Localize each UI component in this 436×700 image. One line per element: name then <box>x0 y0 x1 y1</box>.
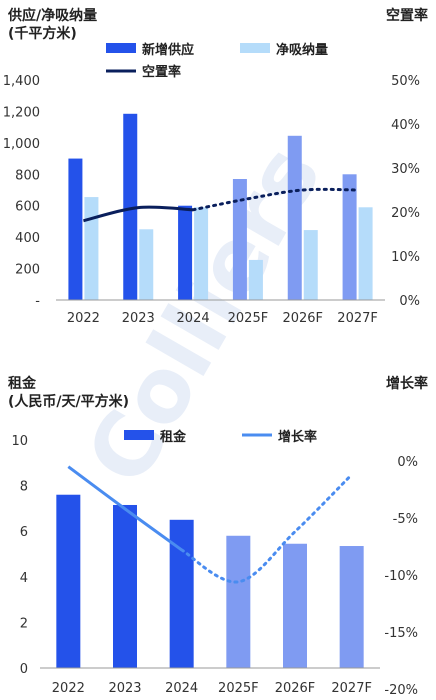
x-tick-label: 2026F <box>275 681 316 696</box>
bar-absorption <box>248 259 263 300</box>
bar-supply <box>232 179 247 300</box>
legend-swatch-absorption <box>240 43 270 53</box>
y2-tick-label: 40% <box>391 118 420 133</box>
bar-absorption <box>358 207 373 300</box>
x-tick-label: 2024 <box>165 681 198 696</box>
bar-rent <box>226 535 251 668</box>
x-tick-label: 2027F <box>331 681 372 696</box>
y-tick-label: 1,400 <box>3 74 40 89</box>
bar-supply <box>68 158 83 300</box>
bar-absorption <box>303 230 318 300</box>
bar-supply <box>342 174 357 300</box>
legend-label-rent: 租金 <box>160 429 187 445</box>
y-tick-label: 4 <box>20 571 28 586</box>
x-tick-label: 2022 <box>67 311 100 326</box>
chart1-legend: 新增供应 净吸纳量 空置率 <box>106 42 328 80</box>
y-tick-label: 600 <box>15 200 40 215</box>
bar-supply <box>287 135 302 300</box>
y2-tick-label: -5% <box>393 512 418 527</box>
line-vacancy-actual <box>83 205 194 223</box>
x-tick-label: 2025F <box>218 681 259 696</box>
x-tick-label: 2023 <box>122 311 155 326</box>
y2-tick-label: 10% <box>391 250 420 265</box>
legend-label-vacancy: 空置率 <box>142 64 181 80</box>
bar-supply <box>178 205 193 300</box>
y2-tick-label: 20% <box>391 206 420 221</box>
y2-tick-label: -15% <box>384 626 418 641</box>
legend-swatch-rent <box>124 430 154 440</box>
bar-rent <box>56 494 81 668</box>
bar-absorption <box>194 207 209 300</box>
y-tick-label: - <box>35 294 40 309</box>
y-tick-label: 1,000 <box>3 137 40 152</box>
y-tick-label: 6 <box>20 525 28 540</box>
bar-rent <box>113 504 137 668</box>
x-tick-label: 2026F <box>282 311 323 326</box>
legend-swatch-supply <box>106 43 136 53</box>
legend-label-absorption: 净吸纳量 <box>276 42 328 58</box>
line-vacancy-forecast <box>191 187 360 212</box>
x-tick-label: 2025F <box>228 311 269 326</box>
y-tick-label: 0 <box>20 662 28 677</box>
chart1-subtitle: (千平方米) <box>8 25 77 42</box>
y-tick-label: 10 <box>11 434 28 449</box>
y-tick-label: 200 <box>15 263 40 278</box>
y-tick-label: 400 <box>15 231 40 246</box>
bar-absorption <box>84 197 99 300</box>
bar-rent <box>283 543 307 668</box>
y2-tick-label: 0% <box>399 294 420 309</box>
bar-rent <box>339 546 364 668</box>
x-tick-label: 2024 <box>177 311 210 326</box>
x-tick-label: 2027F <box>337 311 378 326</box>
legend-label-supply: 新增供应 <box>142 42 194 58</box>
x-tick-label: 2022 <box>52 681 85 696</box>
y-tick-label: 2 <box>20 616 28 631</box>
bar-absorption <box>139 229 154 300</box>
y-tick-label: 800 <box>15 168 40 183</box>
y-tick-label: 8 <box>20 480 28 495</box>
line-growth-actual <box>67 465 183 552</box>
bar-supply <box>123 113 138 301</box>
line-growth-forecast <box>180 473 354 584</box>
y2-tick-label: 50% <box>391 74 420 89</box>
y2-tick-label: 0% <box>397 455 418 470</box>
chart2-plot: 0 2 4 6 8 10 0% -5% -10% -15% -20% 2022 2023 2024 2025… <box>11 434 418 698</box>
y2-tick-label: -10% <box>384 569 418 584</box>
x-tick-label: 2023 <box>108 681 141 696</box>
chart2-subtitle: (人民币/天/平方米) <box>8 393 129 410</box>
chart2-legend: 租金 增长率 <box>124 429 317 445</box>
y2-tick-label: 30% <box>391 162 420 177</box>
chart2-right-axis-title: 增长率 <box>386 375 428 392</box>
legend-label-growth: 增长率 <box>278 429 317 445</box>
y-tick-label: 1,200 <box>3 105 40 120</box>
chart1-title: 供应/净吸纳量 <box>7 7 97 24</box>
chart1-plot: - 200 400 600 800 1,000 1,200 1,400 0% 10% 20% 30% 4… <box>3 74 420 326</box>
chart2-title: 租金 <box>8 375 37 392</box>
chart1-right-axis-title: 空置率 <box>386 7 428 24</box>
y2-tick-label: -20% <box>384 683 418 698</box>
